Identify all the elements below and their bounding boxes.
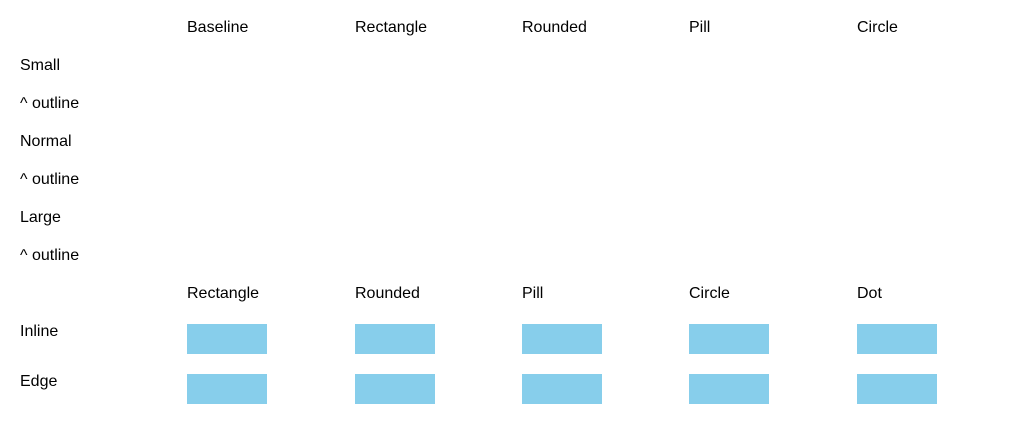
row-label-large-outline: ^ outline [20,247,80,264]
bottom-col-header-rounded: Rounded [355,285,420,302]
bottom-col-header-dot: Dot [857,285,882,302]
bottom-col-header-rectangle: Rectangle [187,285,260,302]
inline-circle-swatch[interactable] [689,324,769,354]
edge-circle-swatch[interactable] [689,374,769,404]
row-label-inline: Inline [20,323,59,340]
row-label-normal-outline: ^ outline [20,171,80,188]
row-label-small-outline: ^ outline [20,95,80,112]
bottom-col-header-pill: Pill [522,285,544,302]
top-col-header-rounded: Rounded [522,19,587,36]
inline-dot-swatch[interactable] [857,324,937,354]
row-label-normal: Normal [20,133,72,150]
top-col-header-circle: Circle [857,19,898,36]
row-label-large: Large [20,209,61,226]
bottom-col-header-circle: Circle [689,285,730,302]
top-col-header-rectangle: Rectangle [355,19,428,36]
row-label-small: Small [20,57,61,74]
top-col-header-pill: Pill [689,19,711,36]
inline-rectangle-swatch[interactable] [187,324,267,354]
edge-pill-swatch[interactable] [522,374,602,404]
inline-rounded-swatch[interactable] [355,324,435,354]
top-col-header-baseline: Baseline [187,19,249,36]
inline-pill-swatch[interactable] [522,324,602,354]
edge-rectangle-swatch[interactable] [187,374,267,404]
edge-dot-swatch[interactable] [857,374,937,404]
edge-rounded-swatch[interactable] [355,374,435,404]
row-label-edge: Edge [20,373,58,390]
